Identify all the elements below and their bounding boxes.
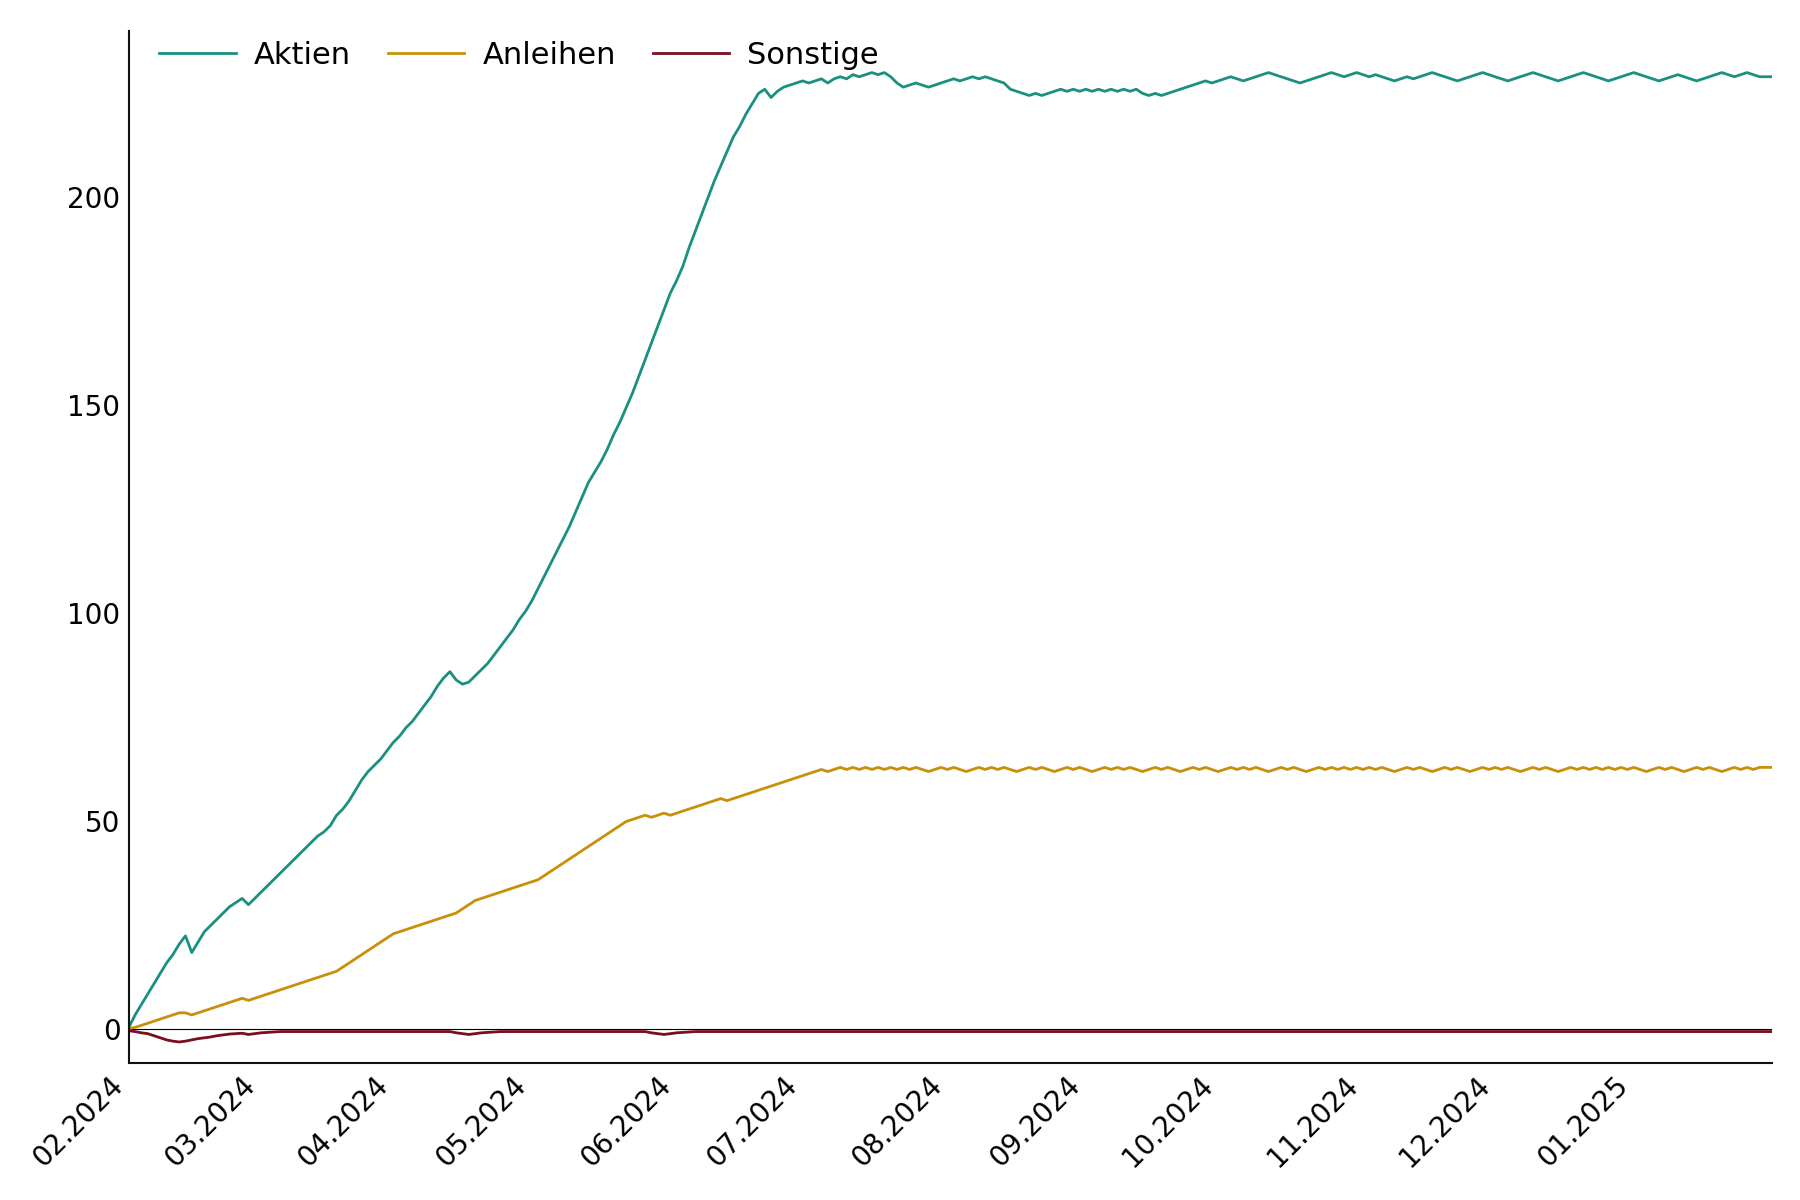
Aktien bbox=[1201, 76, 1222, 90]
Line: Sonstige: Sonstige bbox=[130, 1031, 1773, 1042]
Sonstige bbox=[1296, 1025, 1318, 1039]
Sonstige bbox=[1233, 1025, 1255, 1039]
Anleihen bbox=[1762, 760, 1784, 774]
Aktien bbox=[1447, 73, 1469, 88]
Anleihen bbox=[1296, 764, 1318, 779]
Aktien bbox=[1296, 73, 1318, 88]
Sonstige bbox=[1138, 1025, 1159, 1039]
Line: Aktien: Aktien bbox=[130, 72, 1773, 1027]
Line: Anleihen: Anleihen bbox=[130, 767, 1773, 1028]
Sonstige bbox=[169, 1034, 191, 1049]
Sonstige bbox=[1636, 1025, 1658, 1039]
Aktien bbox=[1636, 70, 1658, 84]
Anleihen bbox=[1636, 764, 1658, 779]
Anleihen bbox=[830, 760, 851, 774]
Sonstige bbox=[1447, 1025, 1469, 1039]
Anleihen bbox=[1447, 760, 1469, 774]
Anleihen bbox=[1233, 760, 1255, 774]
Anleihen bbox=[119, 1021, 140, 1036]
Aktien bbox=[860, 65, 882, 79]
Sonstige bbox=[1201, 1025, 1222, 1039]
Anleihen bbox=[1138, 762, 1159, 776]
Sonstige bbox=[119, 1024, 140, 1038]
Legend: Aktien, Anleihen, Sonstige: Aktien, Anleihen, Sonstige bbox=[144, 25, 895, 85]
Aktien bbox=[1762, 70, 1784, 84]
Aktien bbox=[1233, 73, 1255, 88]
Sonstige bbox=[1762, 1025, 1784, 1039]
Anleihen bbox=[1201, 762, 1222, 776]
Aktien bbox=[119, 1020, 140, 1034]
Aktien bbox=[1138, 89, 1159, 103]
